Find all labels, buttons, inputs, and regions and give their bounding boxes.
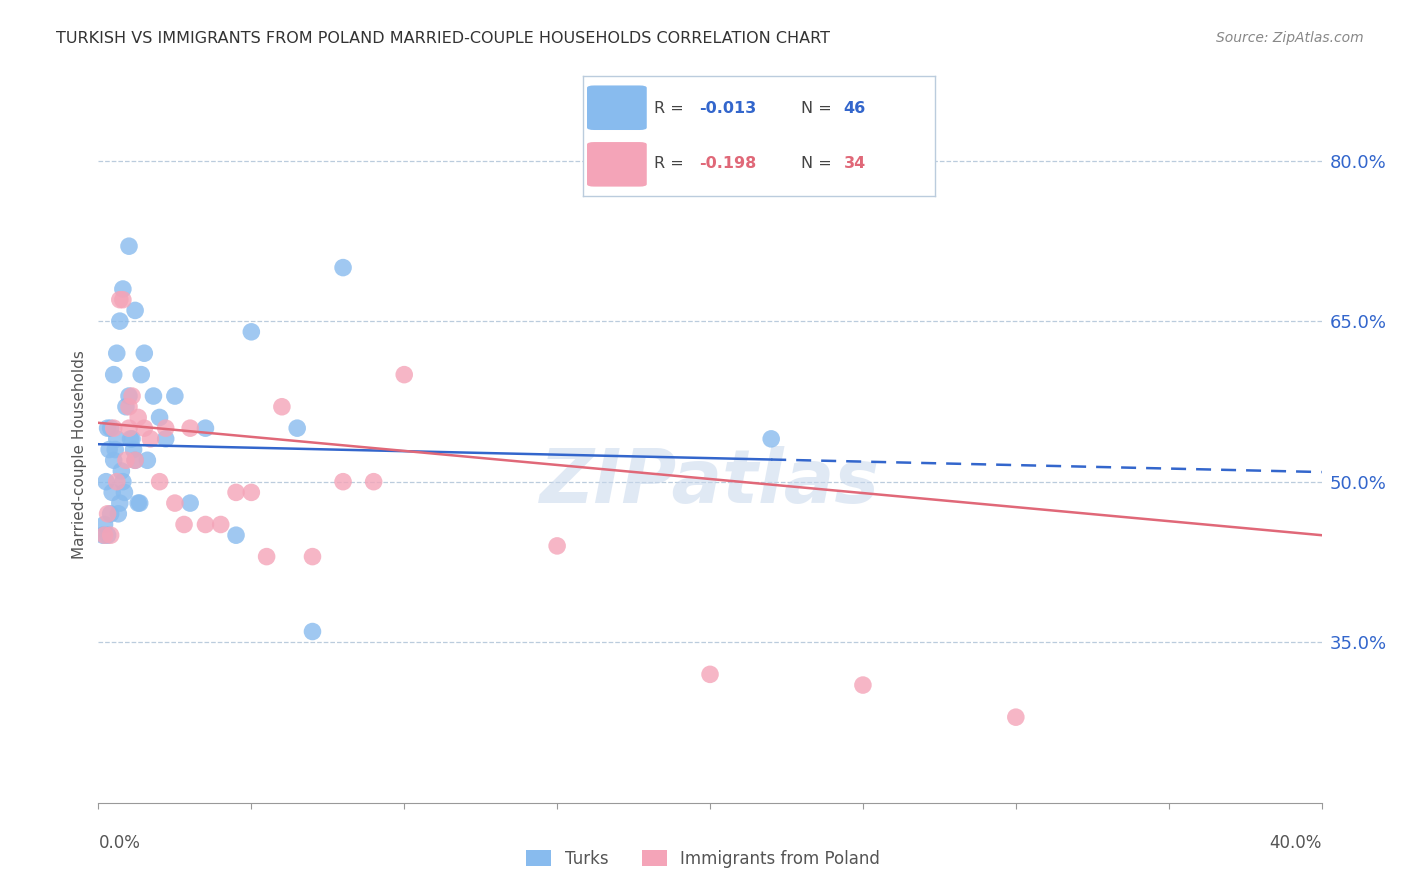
Point [124, 453, 146, 467]
Point [111, 282, 134, 296]
Point [256, 549, 278, 564]
Point [101, 485, 124, 500]
Point [392, 368, 416, 382]
Point [194, 517, 217, 532]
Point [139, 432, 162, 446]
Point [100, 528, 122, 542]
Point [93, 528, 115, 542]
Point [546, 539, 568, 553]
Point [1004, 710, 1026, 724]
FancyBboxPatch shape [588, 142, 647, 186]
Point [118, 400, 141, 414]
Text: -0.013: -0.013 [700, 101, 756, 116]
Point [97, 507, 120, 521]
Text: R =: R = [654, 101, 683, 116]
Point [301, 624, 323, 639]
Point [124, 453, 146, 467]
Point [128, 496, 150, 510]
Point [127, 410, 149, 425]
Legend: Turks, Immigrants from Poland: Turks, Immigrants from Poland [520, 844, 886, 875]
Point [225, 485, 247, 500]
Point [108, 314, 131, 328]
Point [111, 475, 134, 489]
Point [134, 346, 156, 360]
Point [270, 400, 294, 414]
Point [285, 421, 308, 435]
Text: N =: N = [801, 156, 832, 171]
Point [103, 368, 125, 382]
Point [105, 346, 128, 360]
Point [301, 549, 323, 564]
Point [136, 453, 159, 467]
Point [108, 496, 131, 510]
Point [120, 432, 142, 446]
Point [108, 293, 131, 307]
Text: 34: 34 [844, 156, 866, 171]
Point [105, 475, 128, 489]
Point [118, 421, 141, 435]
Point [332, 475, 354, 489]
Point [155, 421, 177, 435]
Point [240, 485, 263, 500]
Point [179, 496, 201, 510]
Point [110, 464, 132, 478]
Point [699, 667, 721, 681]
Point [124, 303, 146, 318]
Point [97, 528, 120, 542]
Text: R =: R = [654, 156, 683, 171]
Text: Source: ZipAtlas.com: Source: ZipAtlas.com [1216, 31, 1364, 45]
Point [363, 475, 385, 489]
Point [240, 325, 263, 339]
Point [332, 260, 354, 275]
Point [149, 410, 172, 425]
Point [127, 496, 149, 510]
Point [98, 442, 121, 457]
Point [179, 421, 201, 435]
Point [761, 432, 783, 446]
Point [852, 678, 875, 692]
FancyBboxPatch shape [588, 86, 647, 130]
Point [107, 507, 129, 521]
Point [111, 293, 134, 307]
Point [91, 528, 114, 542]
Point [104, 442, 127, 457]
Point [142, 389, 165, 403]
Point [100, 421, 122, 435]
Point [100, 507, 122, 521]
Point [115, 400, 138, 414]
Point [149, 475, 172, 489]
Point [121, 389, 143, 403]
Point [163, 389, 186, 403]
Point [122, 442, 145, 457]
Point [94, 475, 117, 489]
Text: TURKISH VS IMMIGRANTS FROM POLAND MARRIED-COUPLE HOUSEHOLDS CORRELATION CHART: TURKISH VS IMMIGRANTS FROM POLAND MARRIE… [56, 31, 830, 46]
Point [121, 432, 143, 446]
Point [97, 421, 120, 435]
Text: 46: 46 [844, 101, 866, 116]
Point [163, 496, 186, 510]
Point [173, 517, 195, 532]
Point [209, 517, 232, 532]
Point [118, 239, 141, 253]
Text: ZIPatlas: ZIPatlas [540, 446, 880, 519]
Text: N =: N = [801, 101, 832, 116]
Point [103, 453, 125, 467]
Text: 0.0%: 0.0% [98, 834, 141, 852]
Point [155, 432, 177, 446]
Point [105, 432, 128, 446]
Point [118, 389, 141, 403]
Point [103, 421, 125, 435]
Y-axis label: Married-couple Households: Married-couple Households [72, 351, 87, 559]
Point [129, 368, 152, 382]
Text: -0.198: -0.198 [700, 156, 756, 171]
Point [194, 421, 217, 435]
Point [115, 453, 138, 467]
Point [225, 528, 247, 542]
Point [134, 421, 156, 435]
Text: 40.0%: 40.0% [1270, 834, 1322, 852]
Point [93, 517, 115, 532]
Point [112, 485, 135, 500]
